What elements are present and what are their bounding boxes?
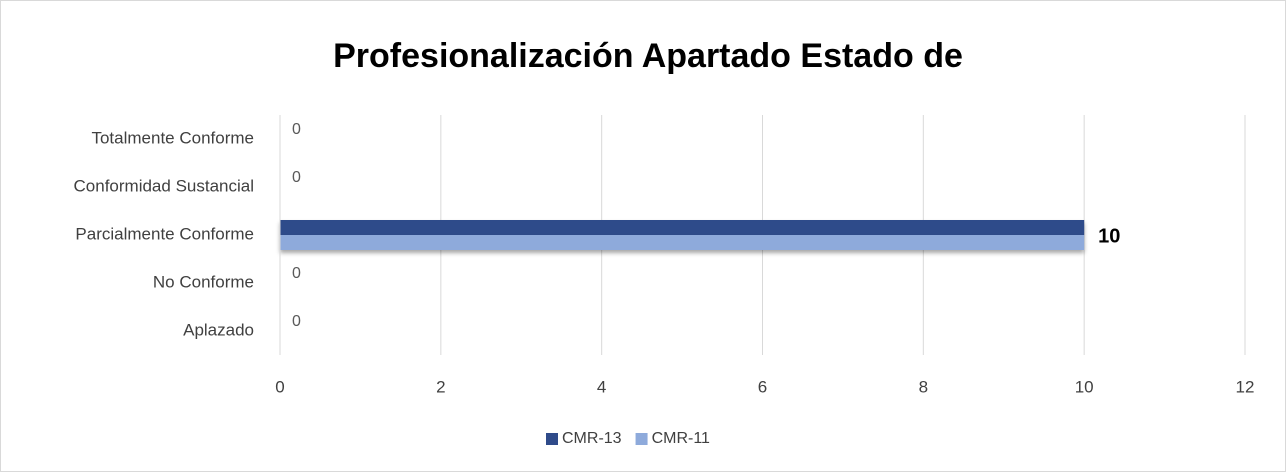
data-label: 0: [292, 121, 301, 138]
x-tick-label: 6: [758, 377, 767, 396]
y-tick-label: Parcialmente Conforme: [75, 224, 254, 243]
y-tick-label: Conformidad Sustancial: [74, 176, 254, 195]
x-tick-label: 2: [436, 377, 445, 396]
data-label: 0: [292, 313, 301, 330]
data-label: 0: [292, 169, 301, 186]
bar: [280, 220, 1085, 235]
y-tick-label: Aplazado: [183, 320, 254, 339]
x-tick-label: 8: [919, 377, 928, 396]
legend-swatch: [546, 433, 558, 445]
legend-swatch: [635, 433, 648, 445]
legend-label: CMR-13: [562, 430, 622, 447]
x-tick-label: 0: [275, 377, 284, 396]
chart-title: Profesionalización Apartado Estado de: [333, 37, 963, 75]
x-tick-label: 12: [1236, 377, 1255, 396]
x-tick-label: 4: [597, 377, 606, 396]
y-tick-label: No Conforme: [153, 272, 254, 291]
y-tick-label: Totalmente Conforme: [91, 128, 254, 147]
data-label: 0: [292, 265, 301, 282]
data-label: 10: [1098, 225, 1120, 247]
bar: [280, 235, 1085, 250]
legend-label: CMR-11: [652, 430, 710, 447]
x-tick-label: 10: [1075, 377, 1094, 396]
